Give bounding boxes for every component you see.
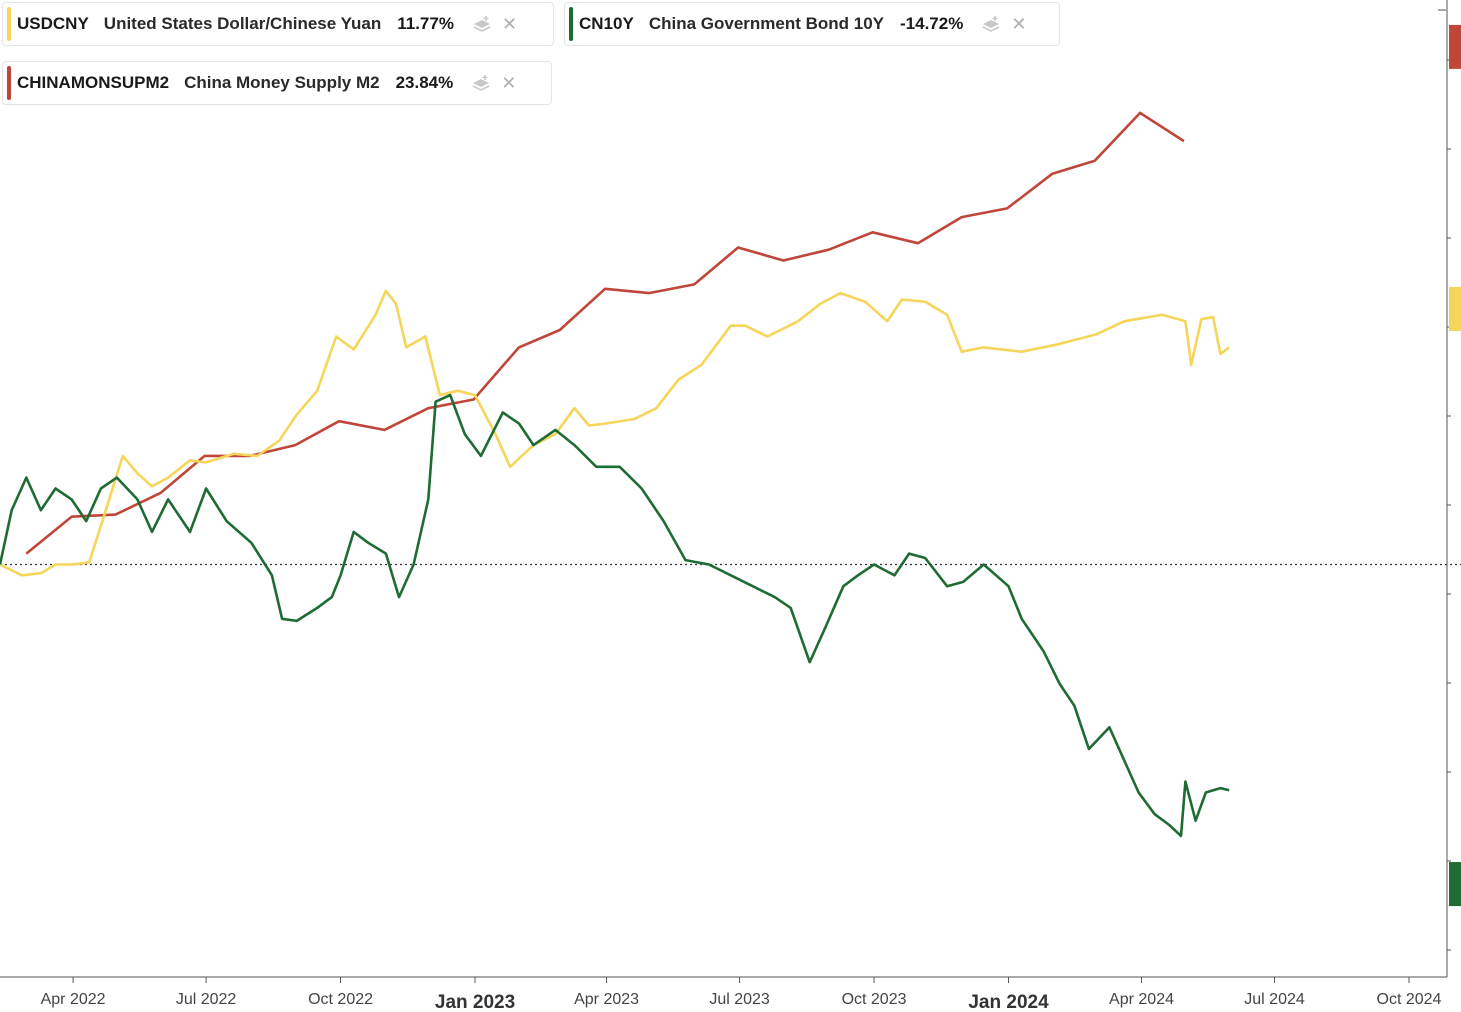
axis-marker-chinamonsupm2 [1449,24,1461,69]
chart-axes [0,0,1451,978]
axis-marker-cn10y [1449,862,1461,907]
legend-name: United States Dollar/Chinese Yuan [103,14,382,33]
legend-symbol: CHINAMONSUPM2 [17,73,170,92]
legend-name: China Money Supply M2 [184,73,380,92]
x-tick-label: Jul 2023 [709,991,770,1008]
axis-marker-usdcny [1449,286,1461,331]
close-icon[interactable]: ✕ [501,72,517,93]
x-tick-label: Oct 2022 [308,991,373,1008]
x-tick-label: Jul 2022 [176,991,237,1008]
legend-item-usdcny[interactable]: USDCNY United States Dollar/Chinese Yuan… [2,2,554,46]
series-line-usdcny [0,289,1230,577]
legend-name: China Government Bond 10Y [648,14,885,33]
series-line-chinamonsupm2 [25,111,1185,555]
legend-change: 23.84% [395,73,454,92]
x-tick-label: Oct 2024 [1377,991,1442,1008]
layers-add-icon[interactable] [981,15,1001,33]
legend-change: -14.72% [900,14,964,33]
close-icon[interactable]: ✕ [1011,13,1027,34]
legend-change: 11.77% [397,14,454,33]
x-tick-label: Jul 2024 [1244,991,1305,1008]
x-tick-labels: Apr 2022 Jul 2022 Oct 2022 Jan 2023 Apr 2023… [41,977,1442,1012]
legend-swatch-usdcny [7,7,11,41]
legend-symbol: USDCNY [17,14,89,33]
right-axis-markers [1449,24,1461,907]
legend-swatch-chinamonsupm2 [7,66,11,100]
x-tick-label: Jan 2024 [968,992,1049,1012]
x-tick-label: Oct 2023 [842,991,907,1008]
close-icon[interactable]: ✕ [501,13,518,34]
x-tick-label: Apr 2022 [41,991,106,1008]
x-tick-label: Apr 2023 [574,991,639,1008]
legend-item-cn10y[interactable]: CN10Y China Government Bond 10Y -14.72% … [564,2,1060,46]
legend-symbol: CN10Y [579,14,634,33]
legend-item-chinamonsupm2[interactable]: CHINAMONSUPM2 China Money Supply M2 23.8… [2,61,552,105]
chart-series [0,111,1230,838]
x-tick-label: Jan 2023 [435,992,515,1012]
x-tick-label: Apr 2024 [1109,991,1174,1008]
legend-swatch-cn10y [569,7,573,41]
layers-add-icon[interactable] [471,74,491,92]
series-line-cn10y [0,393,1230,838]
layers-add-icon[interactable] [472,15,492,33]
